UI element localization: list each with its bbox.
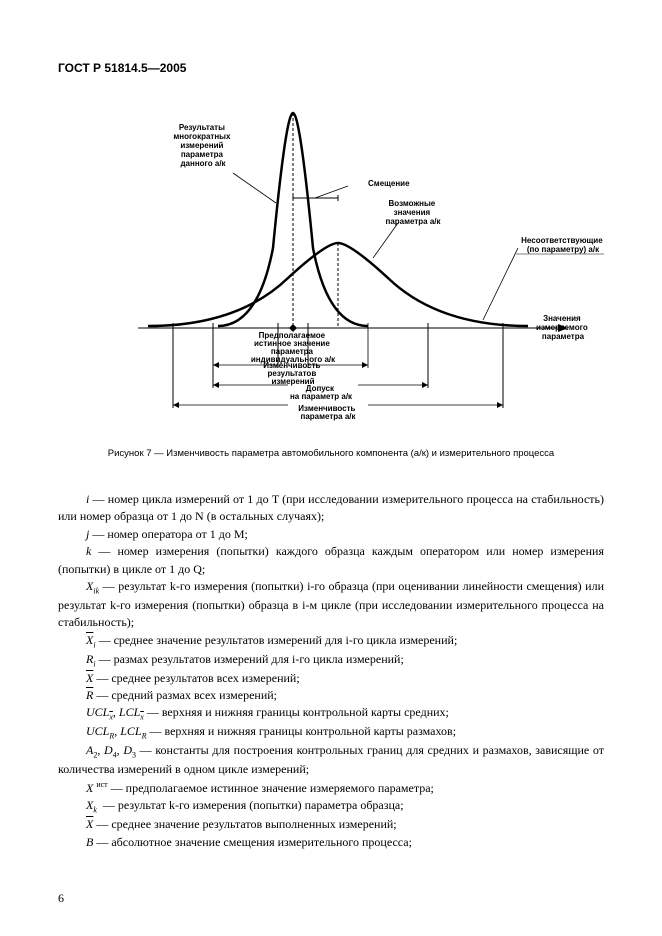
def-X-bar2: X — среднее значение результатов выполне… xyxy=(58,816,604,833)
def-R-bar: R — средний размах всех измерений; xyxy=(58,687,604,704)
document-header: ГОСТ Р 51814.5—2005 xyxy=(58,60,604,76)
def-k: k — номер измерения (попытки) каждого об… xyxy=(58,543,604,578)
label-multi-measure: Результаты многократных измерений параме… xyxy=(173,123,232,168)
def-UCLr: UCLR, LCLR — верхняя и нижняя границы ко… xyxy=(58,723,604,742)
label-tolerance: Допуск на параметр а/к xyxy=(290,384,353,401)
figure-diagram: Результаты многократных измерений параме… xyxy=(58,98,604,438)
def-X-bar: X — среднее результатов всех измерений; xyxy=(58,670,604,687)
def-Xk: Xk — результат k-го измерения (попытки) … xyxy=(58,797,604,816)
label-offset: Смещение xyxy=(368,179,410,188)
def-Xi-bar: Xi — среднее значение результатов измере… xyxy=(58,632,604,651)
figure-caption: Рисунок 7 — Изменчивость параметра автом… xyxy=(58,448,604,461)
def-UCLx: UCLx, LCLx — верхняя и нижняя границы ко… xyxy=(58,704,604,723)
label-true-value: Предполагаемое истинное значение парамет… xyxy=(251,331,336,364)
label-var-param: Изменчивость параметра а/к xyxy=(298,404,357,421)
def-A2: A2, D4, D3 — константы для построения ко… xyxy=(58,742,604,778)
label-var-results: Изменчивость результатов измерений xyxy=(263,361,322,386)
def-Xist: X ист — предполагаемое истинное значение… xyxy=(58,779,604,797)
def-j: j — номер оператора от 1 до M; xyxy=(58,526,604,543)
def-Ri: Ri — размах результатов измерений для i-… xyxy=(58,651,604,670)
def-i: i — номер цикла измерений от 1 до T (при… xyxy=(58,491,604,526)
definitions-block: i — номер цикла измерений от 1 до T (при… xyxy=(58,491,604,851)
label-possible: Возможные значения параметра а/к xyxy=(385,199,441,226)
label-nonconforming: Несоответствующие (по параметру) а/к xyxy=(521,236,604,254)
page-number: 6 xyxy=(58,890,64,906)
def-Xik: Xik — результат k-го измерения (попытки)… xyxy=(58,578,604,632)
label-axis: Значения измеряемого параметра xyxy=(536,314,590,341)
def-B: B — абсолютное значение смещения измерит… xyxy=(58,834,604,851)
